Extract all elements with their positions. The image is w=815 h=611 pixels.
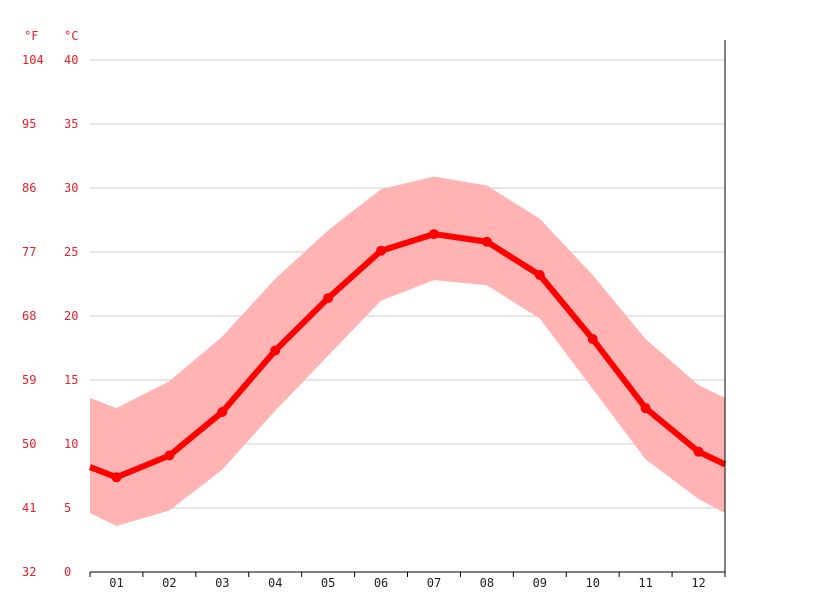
mean-point-03 — [217, 407, 228, 417]
y-tick-celsius: 15 — [64, 373, 78, 387]
mean-point-09 — [534, 270, 545, 281]
min-max-range-area — [90, 176, 725, 526]
x-tick-label-04: 04 — [268, 576, 282, 590]
x-axis: 01 02 03 04 05 06 07 08 09 10 11 12 — [89, 40, 726, 590]
celsius-unit-label: °C — [64, 29, 78, 43]
y-tick-fahrenheit: 32 — [22, 565, 36, 579]
x-tick-label-12: 12 — [691, 576, 705, 590]
mean-point-08 — [481, 236, 492, 247]
y-tick-celsius: 0 — [64, 565, 71, 579]
x-tick-label-09: 09 — [533, 576, 547, 590]
y-tick-fahrenheit: 50 — [22, 437, 36, 451]
x-tick-label-02: 02 — [162, 576, 176, 590]
x-tick-label-05: 05 — [321, 576, 335, 590]
y-tick-celsius: 25 — [64, 245, 78, 259]
mean-point-01 — [111, 472, 122, 483]
x-tick-label-06: 06 — [374, 576, 388, 590]
y-axis-labels: 32 0 41 5 50 10 59 15 68 20 77 25 86 30 95 35 104 40 — [22, 53, 78, 579]
y-tick-fahrenheit: 68 — [22, 309, 36, 323]
mean-point-11 — [640, 403, 651, 414]
y-tick-celsius: 10 — [64, 437, 78, 451]
y-tick-fahrenheit: 104 — [22, 53, 44, 67]
mean-point-02 — [164, 450, 175, 461]
x-tick-label-11: 11 — [638, 576, 652, 590]
y-tick-fahrenheit: 95 — [22, 117, 36, 131]
y-tick-fahrenheit: 41 — [22, 501, 36, 515]
x-tick-label-03: 03 — [215, 576, 229, 590]
mean-point-10 — [587, 334, 598, 345]
mean-temperature-path — [88, 231, 727, 481]
x-tick-label-07: 07 — [427, 576, 441, 590]
mean-point-12 — [693, 446, 704, 457]
mean-point-05 — [323, 293, 334, 304]
mean-point-07 — [428, 229, 439, 240]
y-tick-celsius: 20 — [64, 309, 78, 323]
mean-point-04 — [270, 345, 281, 356]
y-tick-fahrenheit: 86 — [22, 181, 36, 195]
x-tick-label-08: 08 — [480, 576, 494, 590]
y-tick-celsius: 30 — [64, 181, 78, 195]
y-tick-fahrenheit: 77 — [22, 245, 36, 259]
mean-point-06 — [376, 245, 387, 256]
fahrenheit-unit-label: °F — [24, 29, 38, 43]
y-tick-celsius: 35 — [64, 117, 78, 131]
y-tick-fahrenheit: 59 — [22, 373, 36, 387]
temperature-range-band — [90, 176, 725, 526]
y-tick-celsius: 40 — [64, 53, 78, 67]
mean-temperature-line — [88, 229, 727, 483]
x-tick-label-01: 01 — [109, 576, 123, 590]
x-tick-label-10: 10 — [585, 576, 599, 590]
y-tick-celsius: 5 — [64, 501, 71, 515]
